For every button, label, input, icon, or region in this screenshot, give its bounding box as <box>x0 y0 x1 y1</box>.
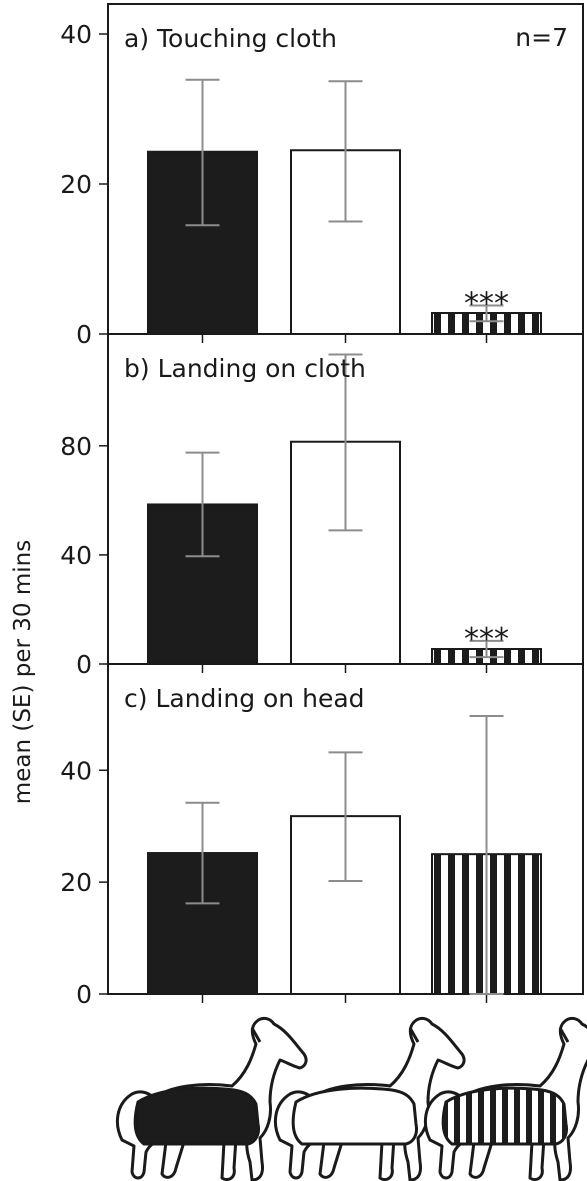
y-tick-label: 20 <box>60 868 92 897</box>
horse-ear <box>408 1027 420 1043</box>
sample-size-label: n=7 <box>515 23 568 52</box>
y-tick-label: 0 <box>76 980 92 1009</box>
horse-blanket <box>133 1086 260 1146</box>
panel-title: c) Landing on head <box>124 684 365 713</box>
y-tick-label: 20 <box>60 170 92 199</box>
horse-ear <box>250 1027 262 1043</box>
horse-icons <box>115 1016 587 1181</box>
panel-b: 0 40 80 *** b) Landing on cloth <box>60 333 584 679</box>
panels: 0 20 40 *** a) Touching cloth 0 40 80 *** b) Land… <box>60 3 584 1009</box>
panel-title: a) Touching cloth <box>124 24 337 53</box>
panel-title: b) Landing on cloth <box>124 354 366 383</box>
y-axis-label: mean (SE) per 30 mins <box>10 540 36 804</box>
horse-blanket <box>291 1086 418 1146</box>
y-tick-label: 80 <box>60 432 92 461</box>
y-tick-label: 40 <box>60 756 92 785</box>
panel-a: 0 20 40 *** a) Touching cloth <box>60 3 584 349</box>
y-tick-label: 40 <box>60 541 92 570</box>
panel-c: 0 20 40 c) Landing on head <box>60 663 584 1009</box>
horse-striped-blanket-icon <box>423 1016 587 1181</box>
y-tick-label: 40 <box>60 20 92 49</box>
significance-label: *** <box>464 622 509 657</box>
horse-blanket <box>441 1086 568 1146</box>
horse-white-blanket-icon <box>273 1016 466 1181</box>
y-tick-label: 0 <box>76 320 92 349</box>
horse-black-blanket-icon <box>115 1016 308 1181</box>
y-tick-label: 0 <box>76 650 92 679</box>
horse-ear <box>558 1027 570 1043</box>
significance-label: *** <box>464 287 509 322</box>
